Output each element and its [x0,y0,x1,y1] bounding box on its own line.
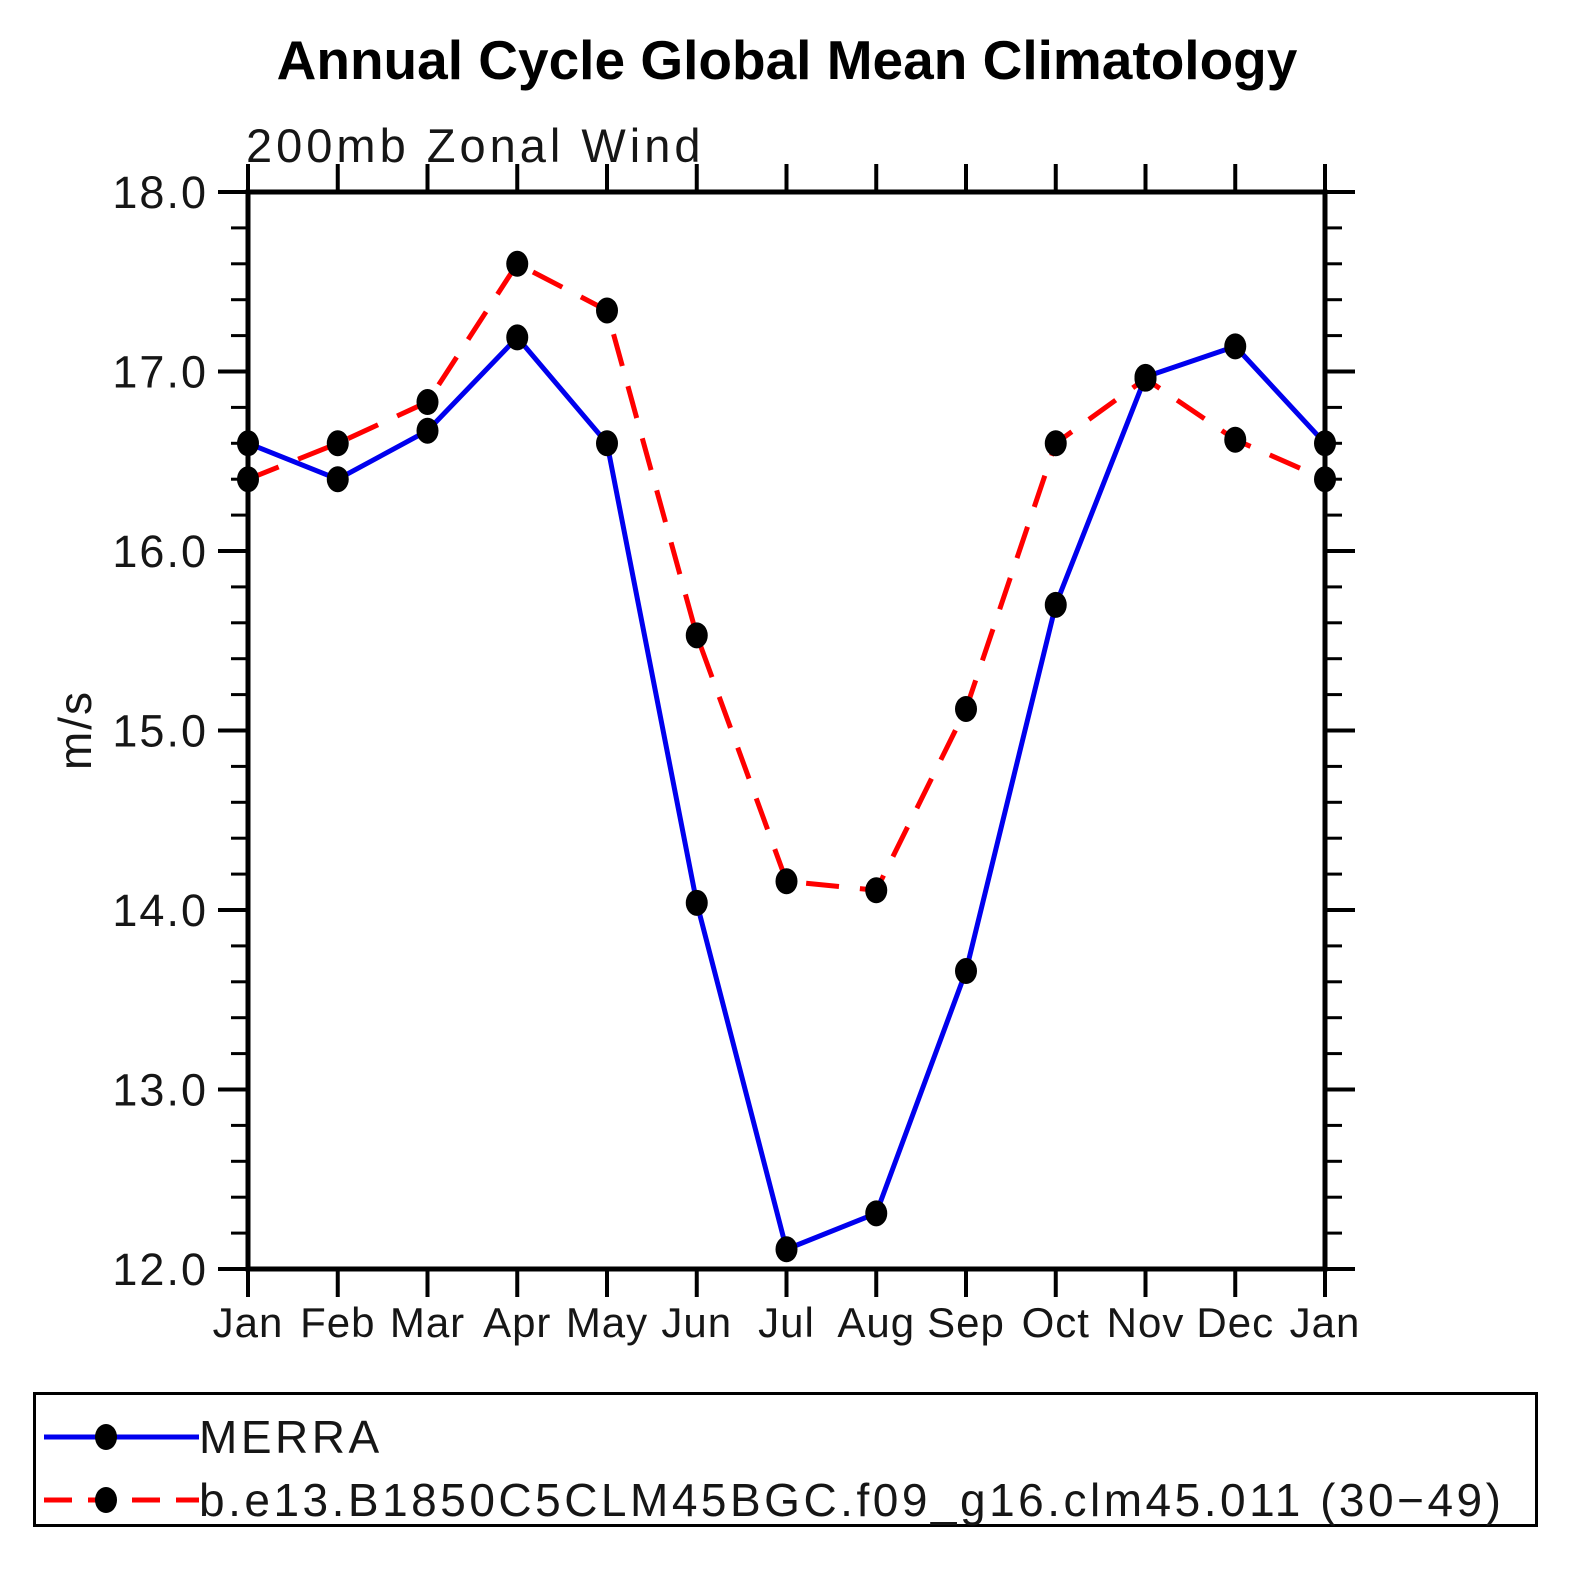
legend: MERRA b.e13.B1850C5CLM45BGC.f09_g16.clm45… [33,1392,1538,1527]
data-point-marker [685,622,708,649]
chart-subtitle: 200mb Zonal Wind [246,119,705,172]
y-tick-label: 12.0 [112,1244,208,1295]
x-tick-label: Aug [837,1299,915,1346]
data-point-marker [237,466,259,493]
data-point-marker [865,1200,888,1227]
legend-marker [95,1424,117,1450]
series-line-b-e13-b1850c5clm45bgc-f09-g16- [247,261,1327,893]
x-tick-label: Dec [1196,1299,1274,1346]
data-point-marker [237,430,259,457]
data-point-marker [1044,591,1067,618]
data-point-marker [326,430,349,457]
data-point-marker [596,297,618,324]
data-point-marker [775,1236,798,1263]
legend-marker [95,1487,117,1513]
data-point-marker [1314,466,1336,493]
y-tick-label: 16.0 [112,526,208,577]
data-point-marker [955,958,977,985]
legend-row: MERRA [36,1407,1535,1467]
legend-label: MERRA [199,1411,383,1463]
legend-row: b.e13.B1850C5CLM45BGC.f09_g16.clm45.011 … [36,1470,1535,1530]
axes-frame [245,189,1328,1272]
data-point-marker [955,695,977,722]
x-tick-label: Jul [758,1299,815,1346]
data-point-marker [1224,426,1247,453]
x-tick-label: Sep [927,1299,1005,1346]
data-point-marker [1224,333,1247,360]
chart-title: Annual Cycle Global Mean Climatology [276,29,1298,91]
data-point-marker [685,889,708,916]
x-tick-label: Mar [390,1299,465,1346]
data-point-marker [775,868,798,895]
data-point-marker [326,466,349,493]
data-point-marker [596,430,618,457]
data-point-marker [1134,365,1157,392]
x-tick-label: May [566,1299,648,1346]
x-tick-label: Feb [300,1299,375,1346]
x-tick-label: Apr [483,1299,551,1346]
y-tick-label: 18.0 [112,167,208,218]
data-point-marker [1044,430,1067,457]
x-tick-label: Jan [213,1299,284,1346]
y-tick-label: 17.0 [112,347,208,398]
legend-label: b.e13.B1850C5CLM45BGC.f09_g16.clm45.011 … [199,1474,1505,1526]
x-tick-label: Oct [1022,1299,1090,1346]
legend-line-sample [44,1424,199,1450]
y-tick-label: 13.0 [112,1065,208,1116]
data-point-marker [506,250,529,277]
data-point-marker [416,417,439,444]
y-tick-label: 15.0 [112,706,208,757]
data-point-marker [1314,430,1336,457]
data-point-marker [416,389,439,416]
x-tick-label: Nov [1107,1299,1185,1346]
data-point-marker [506,324,529,351]
series-line-merra [247,334,1327,1252]
y-tick-label: 14.0 [112,885,208,936]
legend-line-sample [44,1487,199,1513]
x-tick-label: Jan [1290,1299,1361,1346]
data-point-marker [865,877,888,904]
x-tick-label: Jun [661,1299,732,1346]
